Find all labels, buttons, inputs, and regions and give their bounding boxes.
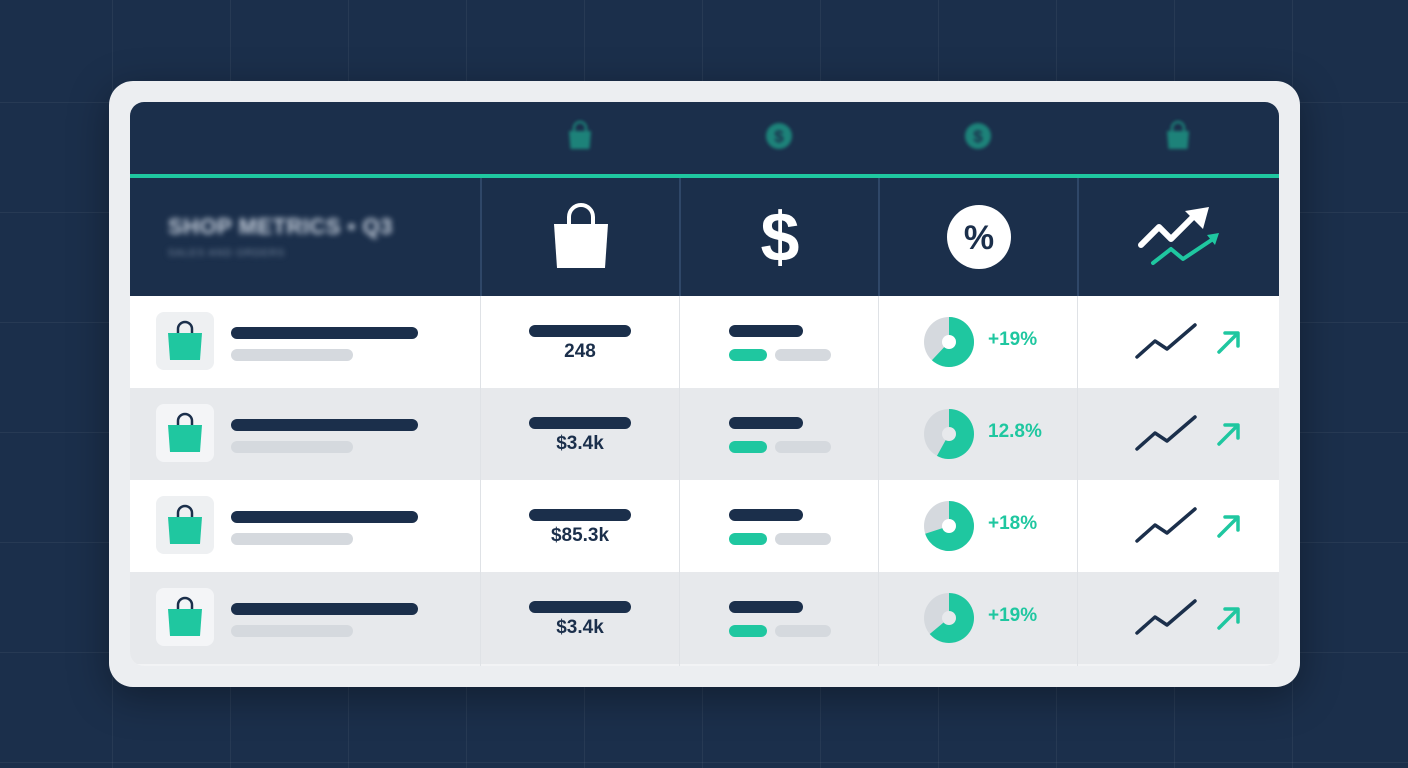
column-divider <box>679 296 680 666</box>
row-value: $3.4k <box>556 433 604 454</box>
column-divider <box>480 296 481 666</box>
svg-text:$: $ <box>973 127 983 146</box>
svg-text:$: $ <box>761 201 800 273</box>
metrics-table: $ $ SHOP METRICS • Q3 SALES AND ORDERS <box>130 102 1279 666</box>
dollar-icon: $ <box>761 201 800 273</box>
sparkline-icon <box>1135 415 1197 451</box>
column-header-trend[interactable] <box>1077 178 1279 296</box>
percent-icon: % <box>947 205 1011 269</box>
pie-chart <box>924 501 974 551</box>
revenue-progress <box>729 349 767 361</box>
row-icon-box <box>156 312 214 370</box>
shopping-bag-icon <box>1167 120 1189 149</box>
arrow-up-right-icon <box>1217 607 1240 630</box>
revenue-placeholder <box>729 325 803 337</box>
row-icon-box <box>156 496 214 554</box>
revenue-placeholder <box>729 509 803 521</box>
pie-chart <box>924 593 974 643</box>
column-divider <box>1077 296 1078 666</box>
table-row[interactable]: $85.3k +18% <box>130 480 1279 572</box>
row-value: $3.4k <box>556 617 604 638</box>
svg-text:$: $ <box>774 127 784 146</box>
column-divider <box>878 296 879 666</box>
revenue-track <box>775 441 831 453</box>
sparkline-icon <box>1135 599 1197 635</box>
column-header-conversion[interactable]: % <box>878 178 1078 296</box>
row-meta-placeholder <box>231 349 353 361</box>
row-name-placeholder <box>231 603 418 615</box>
row-icon-box <box>156 404 214 462</box>
column-header-revenue[interactable]: $ <box>679 178 879 296</box>
table-header: SHOP METRICS • Q3 SALES AND ORDERS $ % <box>130 178 1279 296</box>
revenue-progress <box>729 441 767 453</box>
pie-chart <box>924 317 975 367</box>
value-label-placeholder <box>529 417 631 429</box>
value-label-placeholder <box>529 509 631 521</box>
revenue-placeholder <box>729 601 803 613</box>
shopping-bag-icon <box>554 203 608 268</box>
page-title: SHOP METRICS • Q3 <box>168 214 393 239</box>
svg-text:%: % <box>964 219 994 257</box>
change-percent: +19% <box>988 329 1038 350</box>
shopping-bag-icon <box>168 412 202 452</box>
arrow-up-right-icon <box>1217 331 1240 354</box>
sparkline-icon <box>1135 507 1197 543</box>
arrow-up-right-icon <box>1217 423 1240 446</box>
dollar-coin-icon: $ <box>766 123 792 149</box>
arrow-up-right-icon <box>1217 515 1240 538</box>
revenue-track <box>775 349 831 361</box>
revenue-track <box>775 625 831 637</box>
value-label-placeholder <box>529 601 631 613</box>
change-percent: 12.8% <box>988 421 1042 442</box>
shopping-bag-icon <box>168 504 202 544</box>
column-header-orders[interactable] <box>480 178 680 296</box>
table-row[interactable]: $3.4k 12.8% <box>130 388 1279 480</box>
value-label-placeholder <box>529 325 631 337</box>
metrics-card: $ $ SHOP METRICS • Q3 SALES AND ORDERS <box>109 81 1300 687</box>
change-percent: +18% <box>988 513 1038 534</box>
top-icon-bar: $ $ <box>130 102 1279 178</box>
shopping-bag-icon <box>569 120 591 149</box>
row-value: $85.3k <box>550 525 610 546</box>
row-name-placeholder <box>231 419 418 431</box>
row-meta-placeholder <box>231 625 353 637</box>
dollar-coin-icon: $ <box>965 123 991 149</box>
row-meta-placeholder <box>231 441 353 453</box>
row-name-placeholder <box>231 511 418 523</box>
revenue-placeholder <box>729 417 803 429</box>
revenue-track <box>775 533 831 545</box>
revenue-progress <box>729 625 767 637</box>
sparkline-icon <box>1135 323 1197 359</box>
table-row[interactable]: $3.4k +19% <box>130 572 1279 664</box>
row-icon-box <box>156 588 214 646</box>
shopping-bag-icon <box>168 320 202 360</box>
row-meta-placeholder <box>231 533 353 545</box>
table-row[interactable]: 248 +19% <box>130 296 1279 388</box>
shopping-bag-icon <box>168 596 202 636</box>
row-name-placeholder <box>231 327 418 339</box>
page-subtitle: SALES AND ORDERS <box>168 248 286 259</box>
change-percent: +19% <box>988 605 1038 626</box>
pie-chart <box>924 409 974 459</box>
revenue-progress <box>729 533 767 545</box>
row-value: 248 <box>564 341 596 362</box>
title-block: SHOP METRICS • Q3 SALES AND ORDERS <box>168 214 393 259</box>
trend-up-icon <box>1138 207 1219 265</box>
